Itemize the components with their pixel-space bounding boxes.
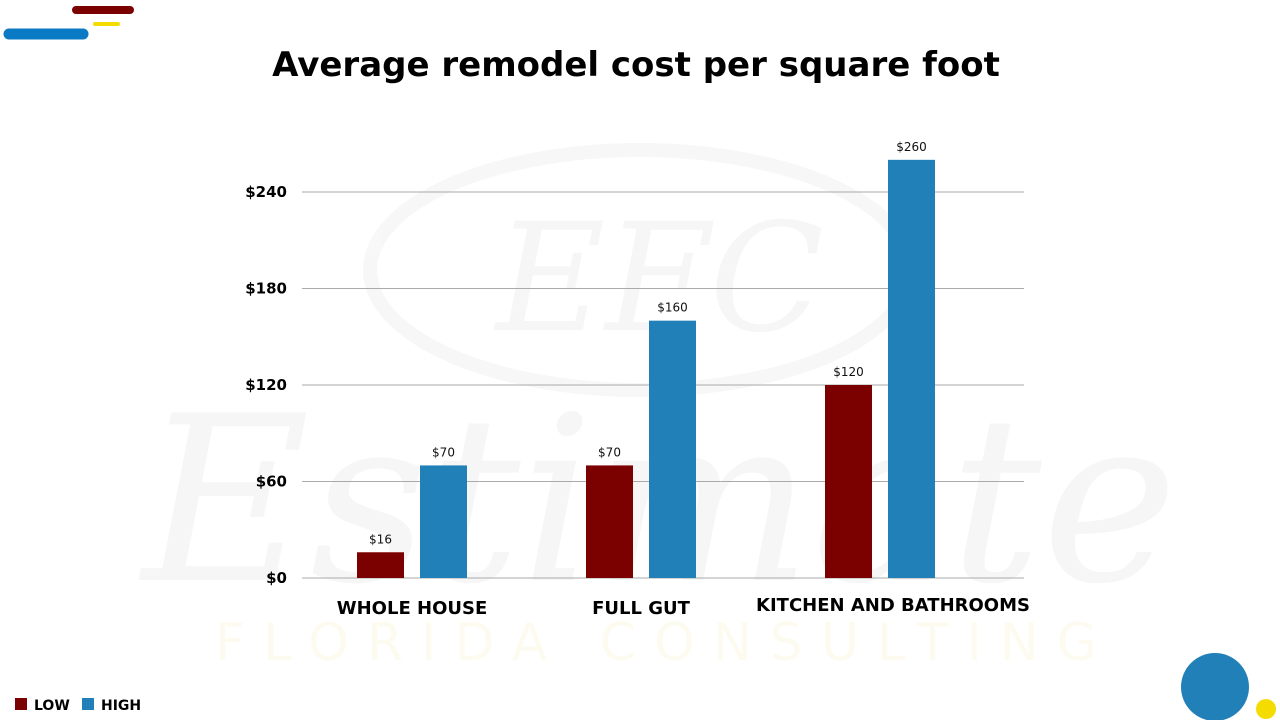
bar-low-0 [357, 552, 404, 578]
data-label: $70 [598, 445, 621, 459]
legend-swatch-low [15, 698, 27, 710]
bar-high-0 [420, 465, 467, 578]
category-label: WHOLE HOUSE [337, 598, 488, 619]
bar-high-2 [888, 159, 935, 579]
data-label: $70 [432, 445, 455, 459]
y-axis: $0 $60 $120 $180 $240 [245, 183, 287, 587]
data-label: $260 [896, 140, 927, 154]
decorations [3, 6, 1276, 720]
y-tick-label: $180 [245, 280, 287, 298]
bar-low-1 [586, 465, 633, 578]
legend-label-high: HIGH [101, 698, 141, 714]
data-label: $120 [833, 365, 864, 379]
data-label: $160 [657, 301, 688, 315]
legend-swatch-high [82, 698, 94, 710]
y-tick-label: $240 [245, 183, 287, 201]
legend-label-low: LOW [34, 698, 70, 714]
category-label: KITCHEN AND BATHROOMS [756, 595, 1030, 616]
y-tick-label: $0 [266, 569, 287, 587]
deco-yellow-circle [1256, 699, 1276, 719]
y-tick-label: $120 [245, 376, 287, 394]
deco-blue-circle [1181, 653, 1249, 720]
chart-title: Average remodel cost per square foot [272, 45, 1000, 85]
category-label: FULL GUT [592, 598, 691, 619]
y-tick-label: $60 [256, 473, 287, 491]
legend: LOW HIGH [15, 698, 141, 714]
bar-high-1 [649, 320, 696, 578]
x-axis: WHOLE HOUSE FULL GUT KITCHEN AND BATHROOMS [337, 595, 1030, 619]
bar-low-2 [825, 385, 872, 578]
bars: $16 $70 $70 $160 $120 $260 [357, 140, 935, 579]
data-label: $16 [369, 532, 392, 546]
watermark-subtitle: FLORIDA CONSULTING [215, 613, 1115, 673]
